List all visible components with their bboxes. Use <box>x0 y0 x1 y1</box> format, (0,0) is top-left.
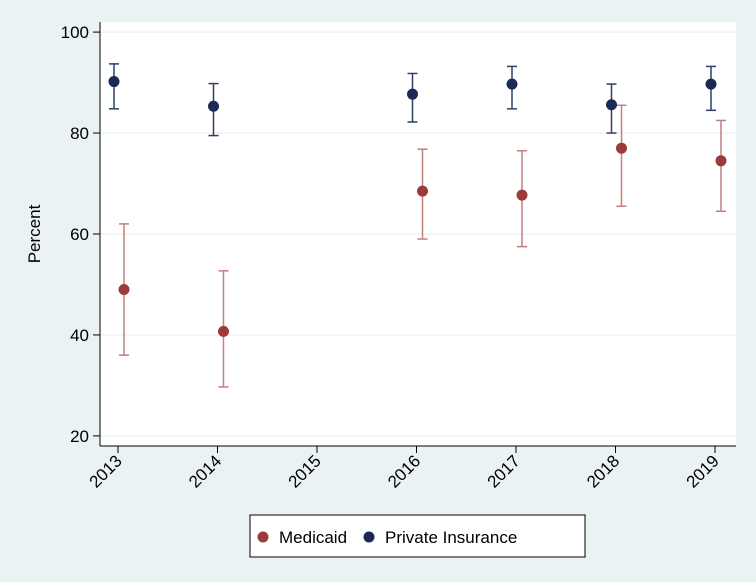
gridlines <box>100 31 736 437</box>
medicaid-point-2014 <box>218 325 229 337</box>
medicaid-point-2016 <box>417 185 428 197</box>
y-tick-label-20: 20 <box>70 427 89 446</box>
private-insurance-point-2013 <box>108 76 120 88</box>
private-insurance-point-2017 <box>506 78 518 90</box>
medicaid-point-2018 <box>616 142 627 154</box>
medicaid-point-2019 <box>715 155 727 167</box>
private-insurance-point-2019 <box>705 78 717 90</box>
private-insurance-point-2018 <box>606 99 617 111</box>
y-tick-label-80: 80 <box>70 124 89 143</box>
y-tick-label-40: 40 <box>70 326 89 345</box>
legend-marker-private-insurance <box>363 531 375 543</box>
private-insurance-point-2016 <box>407 88 418 100</box>
y-tick-label-60: 60 <box>70 225 89 244</box>
legend: Medicaid Private Insurance <box>249 514 586 558</box>
y-axis: 20 40 60 80 100 <box>61 22 101 446</box>
legend-label-medicaid: Medicaid <box>279 528 347 547</box>
medicaid-point-2017 <box>516 189 528 201</box>
private-insurance-point-2014 <box>208 100 219 112</box>
legend-box <box>249 514 586 558</box>
data-marks <box>108 63 727 388</box>
y-tick-label-100: 100 <box>61 23 89 42</box>
medicaid-point-2013 <box>118 284 130 296</box>
legend-marker-medicaid <box>257 531 269 543</box>
legend-label-private-insurance: Private Insurance <box>385 528 517 547</box>
y-axis-title: Percent <box>25 204 44 263</box>
